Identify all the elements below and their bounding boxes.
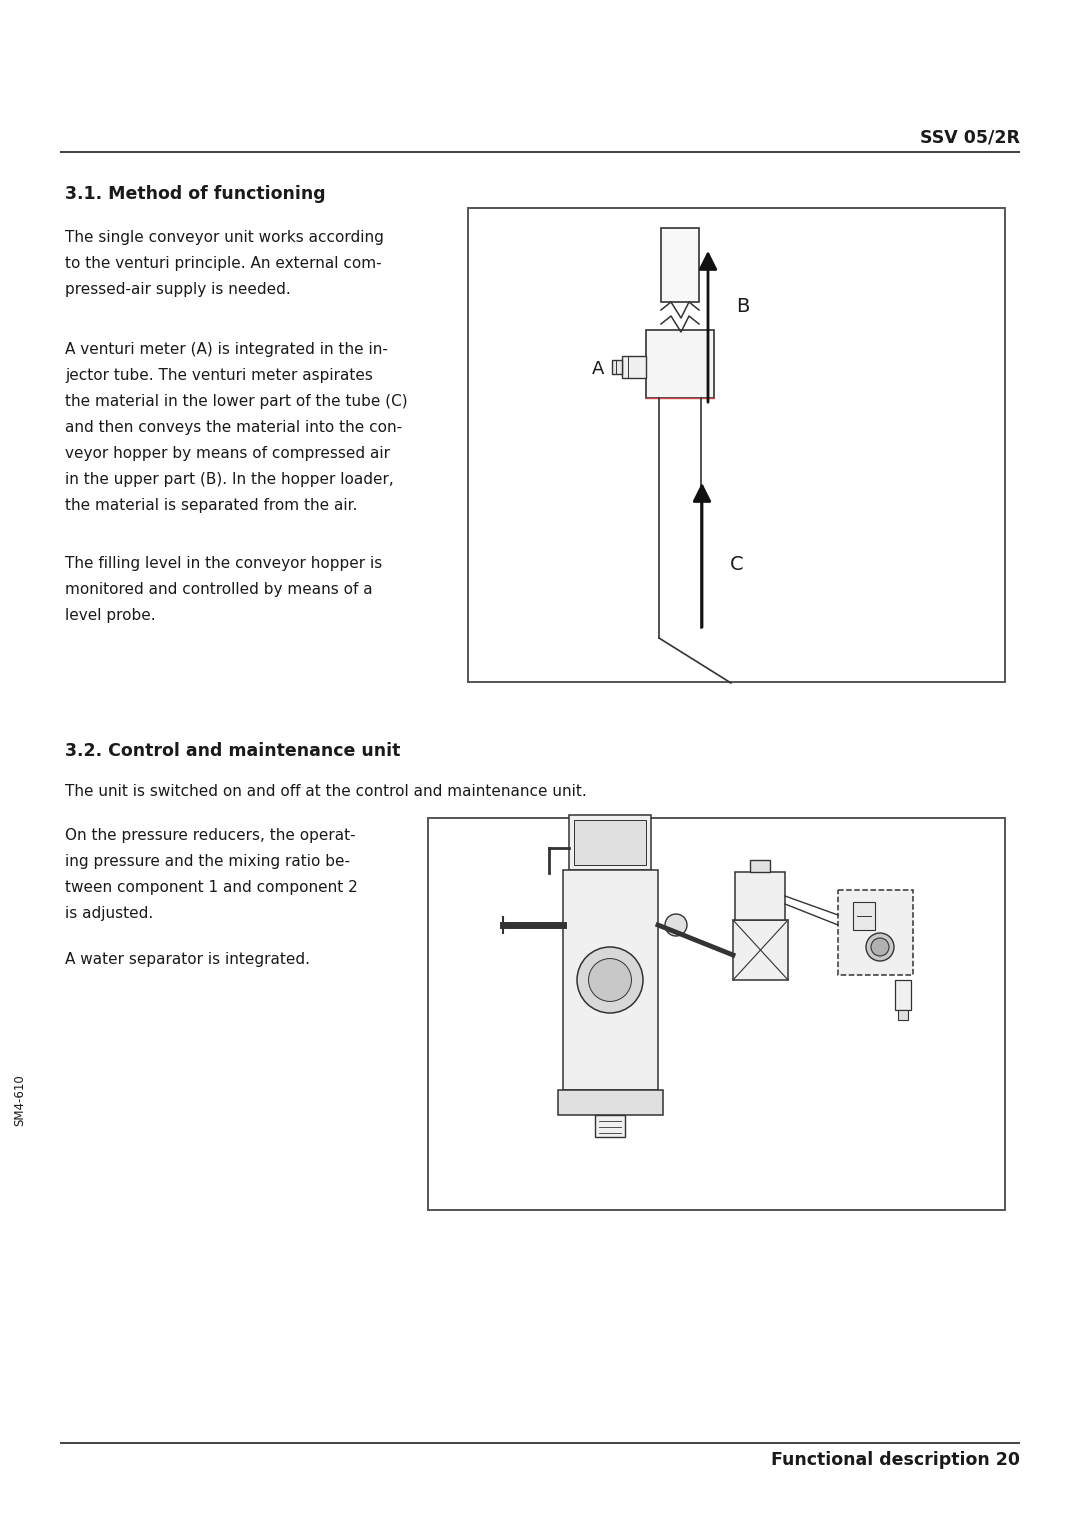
Bar	[622, 357, 646, 378]
Text: SM4-610: SM4-610	[13, 1074, 27, 1125]
Text: 3.1. Method of functioning: 3.1. Method of functioning	[65, 185, 326, 203]
Bar	[569, 814, 651, 869]
Ellipse shape	[665, 913, 687, 936]
Text: tween component 1 and component 2: tween component 1 and component 2	[65, 880, 357, 895]
Ellipse shape	[870, 938, 889, 956]
Text: Functional description 20: Functional description 20	[771, 1450, 1020, 1469]
Bar	[750, 860, 770, 872]
Text: A: A	[592, 360, 604, 378]
Bar	[468, 207, 1005, 682]
Text: A water separator is integrated.: A water separator is integrated.	[65, 952, 310, 967]
Bar	[428, 817, 1005, 1209]
Text: jector tube. The venturi meter aspirates: jector tube. The venturi meter aspirates	[65, 368, 373, 383]
Bar	[595, 1115, 625, 1138]
Text: is adjusted.: is adjusted.	[65, 906, 153, 921]
Text: The single conveyor unit works according: The single conveyor unit works according	[65, 230, 383, 246]
Text: SSV 05/2R: SSV 05/2R	[920, 128, 1020, 146]
Text: and then conveys the material into the con-: and then conveys the material into the c…	[65, 419, 402, 435]
Bar	[646, 329, 714, 398]
Bar	[735, 872, 785, 920]
Ellipse shape	[866, 933, 894, 961]
Text: C: C	[730, 555, 744, 575]
Bar	[733, 920, 788, 981]
Text: pressed-air supply is needed.: pressed-air supply is needed.	[65, 282, 291, 297]
Text: level probe.: level probe.	[65, 608, 156, 624]
Text: monitored and controlled by means of a: monitored and controlled by means of a	[65, 583, 373, 596]
Ellipse shape	[577, 947, 643, 1013]
Bar	[853, 901, 875, 930]
Text: The filling level in the conveyor hopper is: The filling level in the conveyor hopper…	[65, 557, 382, 570]
Bar	[895, 981, 912, 1010]
Text: 3.2. Control and maintenance unit: 3.2. Control and maintenance unit	[65, 743, 401, 759]
Text: veyor hopper by means of compressed air: veyor hopper by means of compressed air	[65, 445, 390, 461]
Text: ing pressure and the mixing ratio be-: ing pressure and the mixing ratio be-	[65, 854, 350, 869]
Text: the material is separated from the air.: the material is separated from the air.	[65, 499, 357, 512]
Text: A venturi meter (A) is integrated in the in-: A venturi meter (A) is integrated in the…	[65, 342, 388, 357]
Text: On the pressure reducers, the operat-: On the pressure reducers, the operat-	[65, 828, 355, 843]
Text: The unit is switched on and off at the control and maintenance unit.: The unit is switched on and off at the c…	[65, 784, 586, 799]
Bar	[661, 229, 699, 302]
Text: in the upper part (B). In the hopper loader,: in the upper part (B). In the hopper loa…	[65, 473, 394, 486]
Bar	[897, 1010, 908, 1020]
Bar	[573, 820, 646, 865]
Text: B: B	[735, 296, 750, 316]
Text: the material in the lower part of the tube (C): the material in the lower part of the tu…	[65, 393, 407, 409]
Ellipse shape	[589, 959, 632, 1002]
Bar	[558, 1090, 663, 1115]
Bar	[612, 360, 622, 375]
Bar	[563, 869, 658, 1090]
Bar	[838, 891, 913, 974]
Text: to the venturi principle. An external com-: to the venturi principle. An external co…	[65, 256, 381, 271]
